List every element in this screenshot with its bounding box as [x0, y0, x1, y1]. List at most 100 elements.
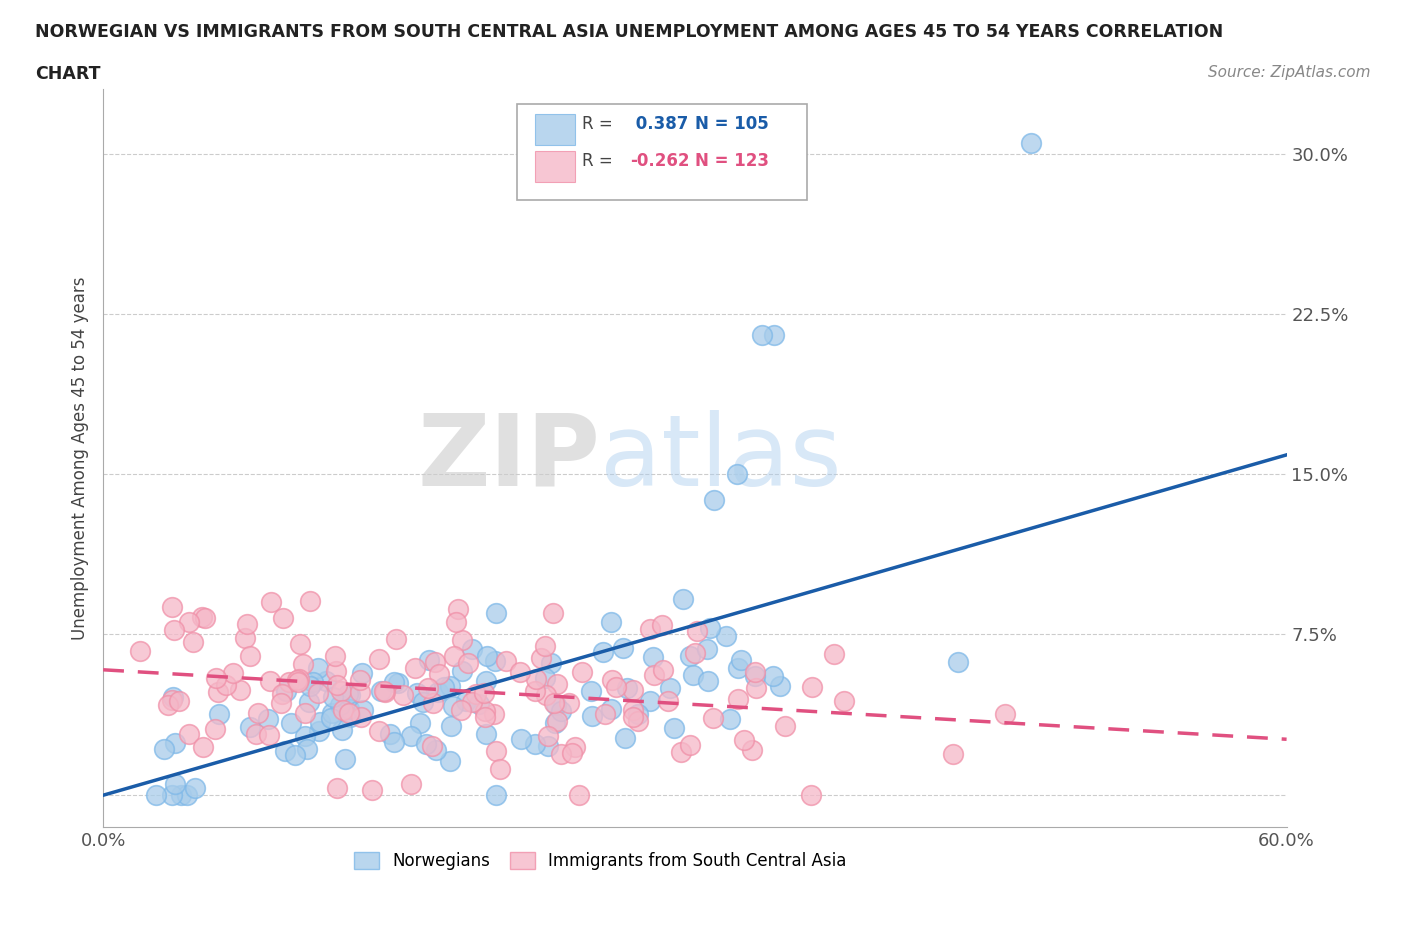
Point — [177, 726, 200, 741]
Point — [616, 681, 638, 696]
Point — [439, 754, 461, 769]
Point — [718, 711, 741, 726]
Point — [270, 686, 292, 701]
Point — [160, 693, 183, 708]
Point — [299, 679, 322, 694]
Point — [484, 654, 506, 669]
Text: CHART: CHART — [35, 65, 101, 83]
Point — [613, 731, 636, 746]
Point — [599, 702, 621, 717]
Point — [454, 694, 477, 709]
Point — [450, 703, 472, 718]
Point — [461, 642, 484, 657]
Point — [571, 664, 593, 679]
Point — [744, 665, 766, 680]
Point — [599, 615, 621, 630]
Point — [233, 631, 256, 645]
FancyBboxPatch shape — [536, 113, 575, 145]
Text: NORWEGIAN VS IMMIGRANTS FROM SOUTH CENTRAL ASIA UNEMPLOYMENT AMONG AGES 45 TO 54: NORWEGIAN VS IMMIGRANTS FROM SOUTH CENTR… — [35, 23, 1223, 41]
Point — [485, 605, 508, 620]
Point — [745, 681, 768, 696]
Point — [546, 677, 568, 692]
Point — [321, 705, 343, 720]
Point — [315, 674, 337, 689]
Point — [163, 736, 186, 751]
Point — [387, 676, 409, 691]
Point — [832, 693, 855, 708]
Point — [302, 674, 325, 689]
Point — [207, 684, 229, 699]
FancyBboxPatch shape — [536, 151, 575, 181]
Point — [530, 651, 553, 666]
Point — [447, 602, 470, 617]
Point — [671, 744, 693, 759]
Point — [744, 669, 766, 684]
Point — [443, 649, 465, 664]
Point — [621, 683, 644, 698]
Point — [418, 681, 440, 696]
Point — [162, 690, 184, 705]
Point — [294, 706, 316, 721]
Point — [702, 711, 724, 725]
Point — [621, 703, 644, 718]
Point — [612, 641, 634, 656]
Point — [627, 713, 650, 728]
Point — [350, 666, 373, 681]
Point — [299, 594, 322, 609]
Text: atlas: atlas — [600, 409, 842, 507]
Point — [326, 677, 349, 692]
Point — [332, 702, 354, 717]
Point — [204, 722, 226, 737]
Point — [378, 726, 401, 741]
Point — [537, 729, 560, 744]
Point — [474, 710, 496, 724]
Point — [638, 694, 661, 709]
Point — [697, 673, 720, 688]
Point — [330, 684, 353, 698]
Point — [524, 737, 547, 751]
Point — [406, 686, 429, 701]
Point — [433, 680, 456, 695]
Point — [474, 703, 496, 718]
Point — [727, 467, 749, 482]
Point — [367, 651, 389, 666]
Point — [290, 637, 312, 652]
Point — [285, 672, 308, 687]
Point — [942, 747, 965, 762]
Text: ZIP: ZIP — [418, 409, 600, 507]
Point — [474, 727, 496, 742]
Point — [451, 632, 474, 647]
Point — [643, 668, 665, 683]
Point — [641, 650, 664, 665]
Point — [581, 709, 603, 724]
Point — [581, 684, 603, 698]
Point — [350, 710, 373, 724]
Point — [337, 705, 360, 720]
Point — [659, 681, 682, 696]
Point — [468, 697, 491, 711]
Point — [536, 739, 558, 754]
Point — [423, 655, 446, 670]
Point — [662, 721, 685, 736]
Point — [474, 673, 496, 688]
Point — [682, 668, 704, 683]
Point — [409, 715, 432, 730]
Point — [208, 707, 231, 722]
Point — [287, 674, 309, 689]
Point — [495, 654, 517, 669]
Point — [352, 703, 374, 718]
Point — [801, 680, 824, 695]
Point — [392, 688, 415, 703]
Point — [291, 657, 314, 671]
Point — [593, 707, 616, 722]
Point — [183, 635, 205, 650]
Point — [374, 685, 396, 700]
Point — [546, 714, 568, 729]
Point — [444, 615, 467, 630]
Point — [540, 656, 562, 671]
Point — [309, 714, 332, 729]
Point — [170, 787, 193, 802]
Point — [370, 684, 392, 698]
Text: Source: ZipAtlas.com: Source: ZipAtlas.com — [1208, 65, 1371, 80]
Point — [823, 646, 845, 661]
